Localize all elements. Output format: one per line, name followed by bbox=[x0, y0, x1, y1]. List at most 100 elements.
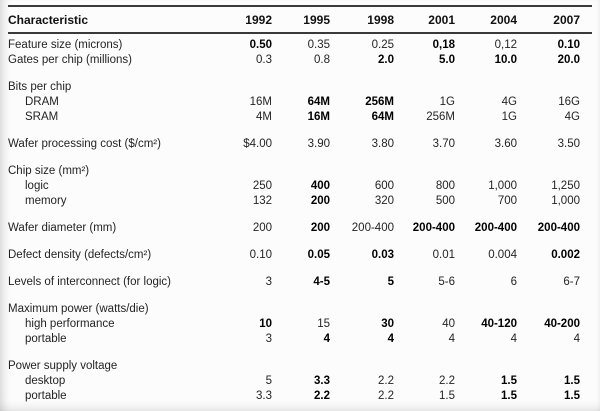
cell bbox=[272, 359, 330, 374]
cell bbox=[394, 359, 455, 374]
row-spacer bbox=[8, 68, 592, 80]
row-label: portable bbox=[25, 390, 67, 402]
cell bbox=[212, 164, 272, 179]
cell: 200 bbox=[252, 222, 272, 234]
row-label: Gates per chip (millions) bbox=[8, 54, 132, 66]
cell: 16M bbox=[307, 111, 330, 123]
cell bbox=[272, 80, 330, 95]
cell: 10.0 bbox=[494, 54, 517, 66]
row-spacer-cell bbox=[8, 263, 592, 275]
cell bbox=[330, 359, 394, 374]
cell: 1.5 bbox=[564, 375, 580, 387]
cell: 3.70 bbox=[432, 138, 455, 150]
group-header-row: Power supply voltage bbox=[8, 359, 592, 374]
cell: 40-200 bbox=[544, 318, 580, 330]
cell: 2.2 bbox=[439, 375, 455, 387]
cell: 16G bbox=[558, 96, 580, 108]
row-spacer-cell bbox=[8, 209, 592, 221]
group-label: Chip size (mm²) bbox=[8, 165, 90, 177]
row-spacer-cell bbox=[8, 347, 592, 359]
row-spacer-cell bbox=[8, 236, 592, 248]
row-label: SRAM bbox=[25, 111, 59, 123]
cell bbox=[272, 164, 330, 179]
cell: 40 bbox=[442, 318, 455, 330]
row-spacer bbox=[8, 263, 592, 275]
cell: 20.0 bbox=[557, 54, 580, 66]
cell bbox=[330, 164, 394, 179]
cell: 4M bbox=[256, 111, 272, 123]
table-row: SRAM 4M 16M 64M 256M 1G 4G bbox=[8, 110, 592, 125]
cell: 4-5 bbox=[313, 276, 330, 288]
cell: 3 bbox=[265, 333, 272, 345]
row-label: Wafer diameter (mm) bbox=[8, 222, 117, 234]
cell: 3.80 bbox=[371, 138, 394, 150]
cell: 1.5 bbox=[439, 390, 455, 402]
row-spacer-cell bbox=[8, 68, 592, 80]
cell: 1,250 bbox=[551, 180, 580, 192]
row-label: Defect density (defects/cm²) bbox=[8, 249, 152, 261]
group-header-row: Chip size (mm²) bbox=[8, 164, 592, 179]
column-header-year: 2001 bbox=[394, 6, 455, 34]
cell bbox=[455, 302, 517, 317]
cell: 1.5 bbox=[501, 390, 517, 402]
row-label: desktop bbox=[25, 375, 66, 387]
row-spacer bbox=[8, 125, 592, 137]
table-row: desktop 5 3.3 2.2 2.2 1.5 1.5 bbox=[8, 374, 592, 389]
row-spacer bbox=[8, 152, 592, 164]
cell bbox=[212, 80, 272, 95]
cell: 1G bbox=[501, 111, 517, 123]
row-spacer bbox=[8, 290, 592, 302]
table-row: Wafer processing cost ($/cm²) $4.00 3.90 3.… bbox=[8, 137, 592, 152]
cell bbox=[394, 302, 455, 317]
cell bbox=[394, 164, 455, 179]
cell: 200 bbox=[310, 195, 330, 207]
cell: 0.25 bbox=[371, 39, 394, 51]
cell: 4 bbox=[448, 333, 455, 345]
cell: 4G bbox=[564, 111, 580, 123]
table-row: DRAM 16M 64M 256M 1G 4G 16G bbox=[8, 95, 592, 110]
cell: 200-400 bbox=[474, 222, 517, 234]
row-label: Wafer processing cost ($/cm²) bbox=[8, 138, 161, 150]
row-spacer bbox=[8, 236, 592, 248]
cell: 3.90 bbox=[307, 138, 330, 150]
row-label: logic bbox=[25, 180, 49, 192]
cell: 0.01 bbox=[432, 249, 455, 261]
cell: 1,000 bbox=[488, 180, 517, 192]
cell: 0.05 bbox=[307, 249, 330, 261]
column-header-year: 2004 bbox=[455, 6, 517, 34]
row-label: Levels of interconnect (for logic) bbox=[8, 276, 171, 288]
cell: 4 bbox=[573, 333, 580, 345]
cell: 0.10 bbox=[249, 249, 272, 261]
cell: 0.8 bbox=[314, 54, 330, 66]
table-row: portable 3.3 2.2 2.2 1.5 1.5 1.5 bbox=[8, 389, 592, 404]
cell: 1.5 bbox=[501, 375, 517, 387]
cell: 1G bbox=[439, 96, 455, 108]
cell: 3 bbox=[265, 276, 272, 288]
cell: 5-6 bbox=[438, 276, 455, 288]
cell: 1.5 bbox=[564, 390, 580, 402]
column-header-characteristic: Characteristic bbox=[8, 6, 212, 34]
cell: 5 bbox=[387, 276, 394, 288]
cell: 0.03 bbox=[371, 249, 394, 261]
cell: 3.60 bbox=[494, 138, 517, 150]
cell: 2.2 bbox=[314, 390, 330, 402]
cell: 0,12 bbox=[494, 39, 517, 51]
cell: 4 bbox=[387, 333, 394, 345]
cell: 400 bbox=[310, 180, 330, 192]
cell bbox=[330, 80, 394, 95]
cell bbox=[455, 80, 517, 95]
cell: 4 bbox=[323, 333, 330, 345]
cell: 6-7 bbox=[563, 276, 580, 288]
cell: 5.0 bbox=[439, 54, 455, 66]
cell: 3.50 bbox=[557, 138, 580, 150]
cell: 10 bbox=[259, 318, 272, 330]
cell: 40-120 bbox=[481, 318, 517, 330]
row-spacer bbox=[8, 209, 592, 221]
row-spacer bbox=[8, 347, 592, 359]
cell: 700 bbox=[497, 195, 517, 207]
group-header-row: Bits per chip bbox=[8, 80, 592, 95]
table-row: Gates per chip (millions) 0.3 0.8 2.0 5.0 10.… bbox=[8, 53, 592, 68]
cell: 256M bbox=[426, 111, 455, 123]
table-header: Characteristic 1992 1995 1998 2001 2004 2007 bbox=[8, 6, 592, 34]
